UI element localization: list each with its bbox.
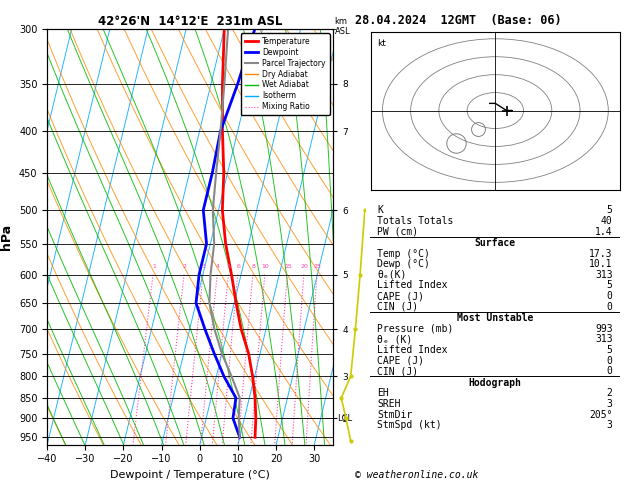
Text: CIN (J): CIN (J) [377,366,418,376]
Text: SREH: SREH [377,399,401,409]
Legend: Temperature, Dewpoint, Parcel Trajectory, Dry Adiabat, Wet Adiabat, Isotherm, Mi: Temperature, Dewpoint, Parcel Trajectory… [241,33,330,115]
Text: 5: 5 [607,280,613,291]
Text: Surface: Surface [474,238,516,248]
Text: K: K [377,206,383,215]
Text: Pressure (mb): Pressure (mb) [377,324,454,334]
X-axis label: Dewpoint / Temperature (°C): Dewpoint / Temperature (°C) [110,470,270,480]
Text: 4: 4 [216,263,220,269]
Text: 313: 313 [595,270,613,280]
Text: EH: EH [377,388,389,399]
Y-axis label: hPa: hPa [0,224,13,250]
Text: Dewp (°C): Dewp (°C) [377,260,430,269]
Text: 10.1: 10.1 [589,260,613,269]
Text: 205°: 205° [589,410,613,419]
Text: 15: 15 [284,263,292,269]
Text: 993: 993 [595,324,613,334]
Text: 0: 0 [607,291,613,301]
Text: 17.3: 17.3 [589,249,613,259]
Text: StmDir: StmDir [377,410,413,419]
Text: km
ASL: km ASL [335,17,350,35]
Text: PW (cm): PW (cm) [377,226,418,237]
Text: © weatheronline.co.uk: © weatheronline.co.uk [355,470,479,480]
Text: 3: 3 [202,263,206,269]
Text: 6: 6 [237,263,240,269]
Text: 40: 40 [601,216,613,226]
Text: 5: 5 [607,206,613,215]
Text: 5: 5 [607,345,613,355]
Text: 25: 25 [313,263,321,269]
Text: 28.04.2024  12GMT  (Base: 06): 28.04.2024 12GMT (Base: 06) [355,14,562,27]
Text: 10: 10 [262,263,269,269]
Text: CAPE (J): CAPE (J) [377,291,425,301]
Text: 2: 2 [182,263,187,269]
Text: 0: 0 [607,302,613,312]
Text: StmSpd (kt): StmSpd (kt) [377,420,442,430]
Text: 1: 1 [152,263,156,269]
Text: 5: 5 [227,263,231,269]
Text: 3: 3 [607,399,613,409]
Text: 0: 0 [607,356,613,365]
Text: kt: kt [377,39,386,48]
Title: 42°26'N  14°12'E  231m ASL: 42°26'N 14°12'E 231m ASL [98,15,282,28]
Text: 2: 2 [607,388,613,399]
Text: Temp (°C): Temp (°C) [377,249,430,259]
Text: 20: 20 [300,263,308,269]
Text: Most Unstable: Most Unstable [457,313,533,323]
Text: 8: 8 [252,263,255,269]
Text: Lifted Index: Lifted Index [377,345,448,355]
Text: 0: 0 [607,366,613,376]
Text: 3: 3 [607,420,613,430]
Text: 1.4: 1.4 [595,226,613,237]
Text: Lifted Index: Lifted Index [377,280,448,291]
Text: Hodograph: Hodograph [469,378,521,388]
Text: CIN (J): CIN (J) [377,302,418,312]
Text: LCL: LCL [338,414,353,423]
Text: CAPE (J): CAPE (J) [377,356,425,365]
Text: 313: 313 [595,334,613,345]
Text: θₑ (K): θₑ (K) [377,334,413,345]
Text: θₑ(K): θₑ(K) [377,270,407,280]
Text: Totals Totals: Totals Totals [377,216,454,226]
